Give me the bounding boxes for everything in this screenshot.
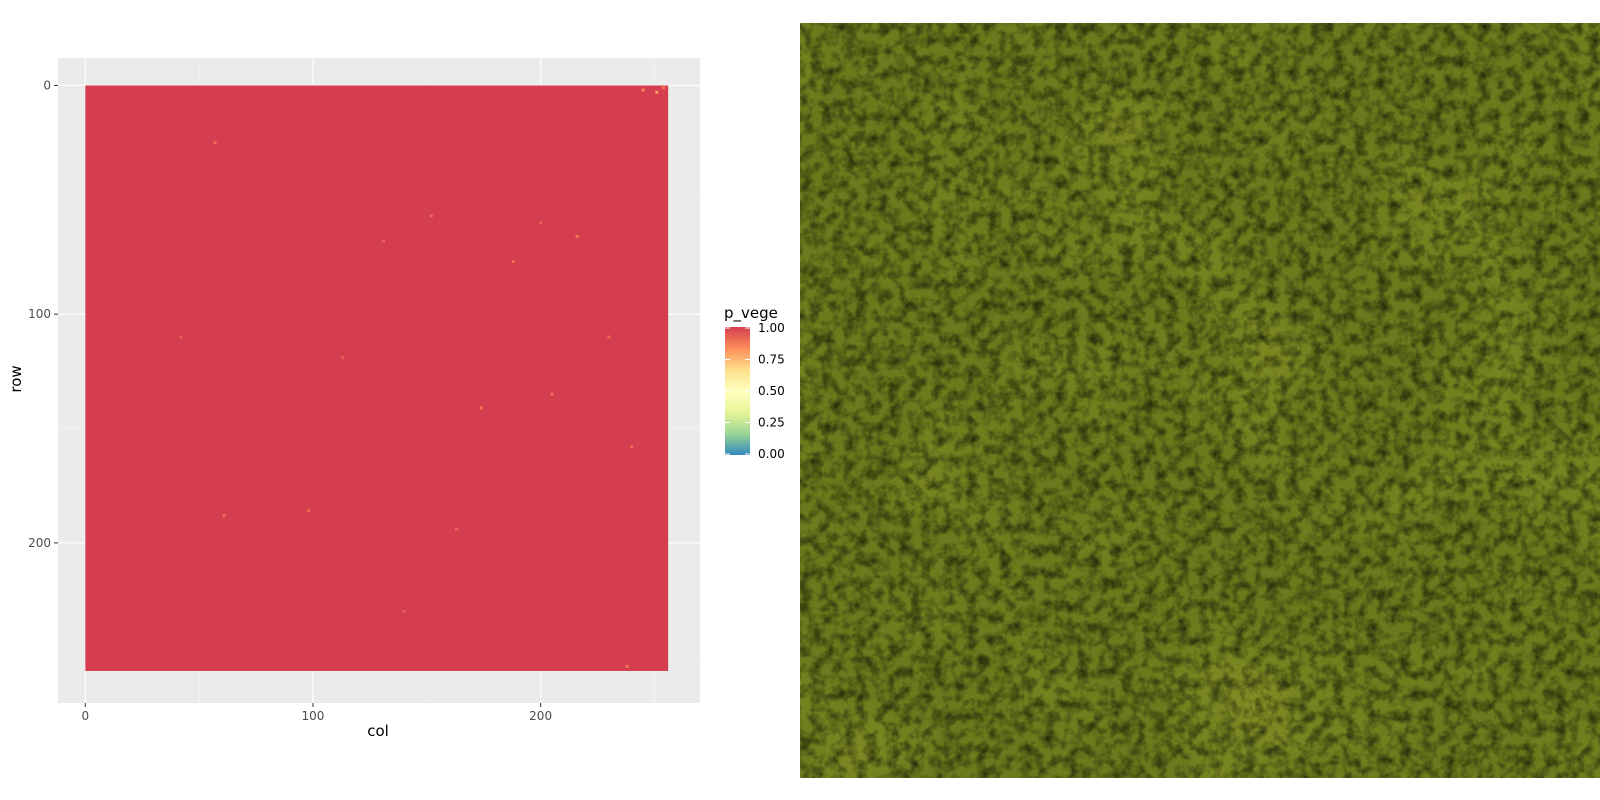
legend-tick-label: 0.00 — [758, 447, 785, 461]
legend-tick-label: 1.00 — [758, 321, 785, 335]
vegetation-photo-icon — [800, 23, 1600, 778]
heatmap-cell — [213, 141, 217, 145]
legend-tick-label: 0.25 — [758, 416, 785, 430]
heatmap-sparse-cells — [179, 86, 666, 668]
heatmap-cell — [539, 221, 543, 225]
legend-title: p_vege — [724, 304, 778, 323]
heatmap-cell — [607, 335, 611, 339]
x-tick-label: 0 — [81, 709, 89, 723]
heatmap-cell — [179, 335, 183, 339]
y-tick-label: 0 — [43, 78, 51, 92]
legend-tick-label: 0.50 — [758, 384, 785, 398]
heatmap-cell — [341, 356, 345, 360]
heatmap-chart: 0 100 200 0 100 200 col row p_vege 1.00 0.75 0… — [7, 58, 785, 740]
heatmap-cell — [550, 392, 554, 396]
y-axis-label: row — [7, 365, 25, 392]
heatmap-cell — [402, 610, 406, 613]
heatmap-cell — [662, 86, 666, 90]
legend-ticks: 1.00 0.75 0.50 0.25 0.00 — [725, 321, 785, 461]
heatmap-cell — [222, 513, 226, 517]
x-axis-label: col — [367, 722, 389, 740]
heatmap-cell — [630, 445, 634, 449]
heatmap-cell — [511, 260, 515, 264]
heatmap-cell — [575, 234, 579, 238]
heatmap-cell — [641, 88, 645, 92]
heatmap-cell — [306, 509, 310, 513]
heatmap-raster — [85, 85, 669, 671]
y-tick-label: 200 — [28, 536, 51, 550]
color-legend: p_vege 1.00 0.75 0.50 0.25 0.00 — [724, 304, 785, 461]
heatmap-cell — [655, 90, 659, 94]
heatmap-cell — [479, 406, 483, 410]
x-axis-ticks: 0 100 200 — [81, 703, 552, 723]
x-tick-label: 100 — [302, 709, 325, 723]
legend-tick-label: 0.75 — [758, 353, 785, 367]
heatmap-cell — [454, 527, 458, 531]
heatmap-cell — [382, 239, 386, 243]
x-tick-label: 200 — [529, 709, 552, 723]
heatmap-cell — [625, 664, 629, 668]
y-axis-ticks: 0 100 200 — [28, 78, 58, 550]
vegetation-photo — [800, 23, 1600, 778]
heatmap-cell — [429, 214, 433, 218]
y-tick-label: 100 — [28, 307, 51, 321]
